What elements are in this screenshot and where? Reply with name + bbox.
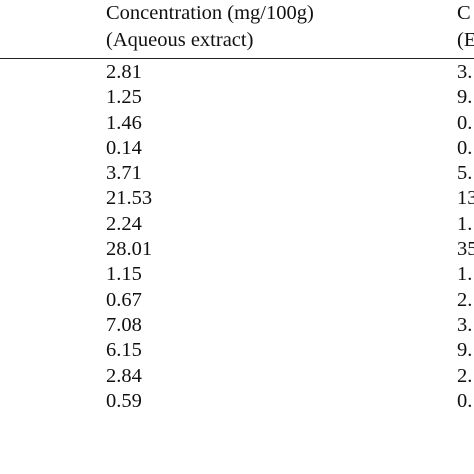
cell-aqueous-concentration: 2.84 bbox=[106, 364, 142, 387]
table-row: 1.25 9. bbox=[0, 85, 474, 110]
table-row: 0.59 0. bbox=[0, 389, 474, 414]
table-row: 1.15 1. bbox=[0, 262, 474, 287]
cell-aqueous-concentration: 6.15 bbox=[106, 339, 142, 362]
cell-second-concentration: 1. bbox=[457, 263, 473, 286]
cell-aqueous-concentration: 2.24 bbox=[106, 212, 142, 235]
table-row: 28.01 35 bbox=[0, 237, 474, 262]
cell-second-concentration: 2. bbox=[457, 288, 473, 311]
cell-second-concentration: 0. bbox=[457, 389, 473, 412]
cell-second-concentration: 1. bbox=[457, 212, 473, 235]
column-header-line: (Aqueous extract) bbox=[106, 29, 254, 51]
cell-aqueous-concentration: 28.01 bbox=[106, 238, 153, 261]
column-header-line: (E bbox=[457, 29, 474, 51]
cell-second-concentration: 2. bbox=[457, 364, 473, 387]
cell-second-concentration: 3. bbox=[457, 313, 473, 336]
table-row: 6.15 9. bbox=[0, 338, 474, 363]
column-header-line: C bbox=[457, 2, 471, 24]
cell-aqueous-concentration: 7.08 bbox=[106, 313, 142, 336]
table-row: 21.53 13 bbox=[0, 186, 474, 211]
cell-aqueous-concentration: 0.14 bbox=[106, 136, 142, 159]
table-row: 2.81 3. bbox=[0, 60, 474, 85]
table-row: 0.67 2. bbox=[0, 288, 474, 313]
cell-second-concentration: 0. bbox=[457, 111, 473, 134]
table-row: 3.71 5. bbox=[0, 161, 474, 186]
cell-aqueous-concentration: 21.53 bbox=[106, 187, 153, 210]
table-row: 7.08 3. bbox=[0, 313, 474, 338]
cell-aqueous-concentration: 1.46 bbox=[106, 111, 142, 134]
column-header-aqueous: Concentration (mg/100g) (Aqueous extract… bbox=[106, 0, 314, 54]
cell-second-concentration: 35 bbox=[457, 238, 474, 261]
cell-second-concentration: 9. bbox=[457, 339, 473, 362]
cell-second-concentration: 0. bbox=[457, 136, 473, 159]
table-body: 2.81 3. 1.25 9. 1.46 0. 0.14 0. 3.71 5. 21.53 13 2.2… bbox=[0, 60, 474, 414]
table-row: 1.46 0. bbox=[0, 111, 474, 136]
cell-aqueous-concentration: 0.59 bbox=[106, 389, 142, 412]
column-header-second: C (E bbox=[457, 0, 474, 54]
cell-second-concentration: 5. bbox=[457, 162, 473, 185]
header-rule bbox=[0, 58, 474, 59]
cell-aqueous-concentration: 2.81 bbox=[106, 61, 142, 83]
table-row: 2.84 2. bbox=[0, 364, 474, 389]
cell-second-concentration: 13 bbox=[457, 187, 474, 210]
cell-aqueous-concentration: 1.25 bbox=[106, 86, 142, 109]
cell-aqueous-concentration: 1.15 bbox=[106, 263, 142, 286]
cell-second-concentration: 9. bbox=[457, 86, 473, 109]
cell-aqueous-concentration: 3.71 bbox=[106, 162, 142, 185]
column-header-line: Concentration (mg/100g) bbox=[106, 2, 314, 24]
cell-aqueous-concentration: 0.67 bbox=[106, 288, 142, 311]
table-row: 2.24 1. bbox=[0, 212, 474, 237]
table-row: 0.14 0. bbox=[0, 136, 474, 161]
cell-second-concentration: 3. bbox=[457, 61, 473, 83]
